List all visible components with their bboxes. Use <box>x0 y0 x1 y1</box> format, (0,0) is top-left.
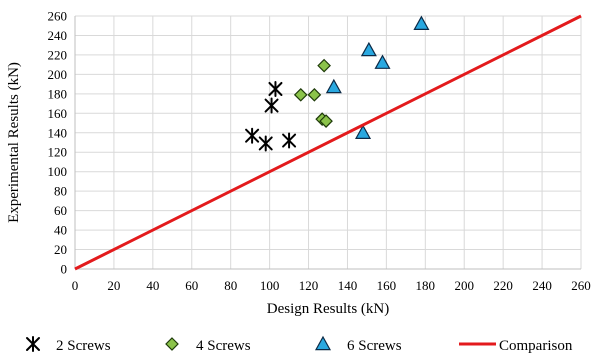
x-axis-title: Design Results (kN) <box>267 301 390 317</box>
point-6-screws <box>325 78 342 94</box>
point-2-screws <box>282 132 297 149</box>
x-tick-label: 40 <box>146 278 159 293</box>
legend-marker-6-screws <box>314 335 332 351</box>
x-tick-label: 120 <box>299 278 319 293</box>
point-4-screws <box>317 58 331 73</box>
x-tick-label: 20 <box>107 278 120 293</box>
x-tick-label: 160 <box>377 278 397 293</box>
legend-label-comparison: Comparison <box>499 338 573 354</box>
y-tick-label: 0 <box>61 262 68 277</box>
y-tick-label: 180 <box>48 86 68 101</box>
x-tick-labels: 0 20 40 60 80 100 120 140 160 180 200 220 240 260 <box>72 278 591 293</box>
point-2-screws <box>268 80 283 97</box>
x-tick-label: 180 <box>416 278 436 293</box>
grid-lines <box>75 15 582 269</box>
x-tick-label: 220 <box>493 278 513 293</box>
y-tick-label: 120 <box>48 145 68 160</box>
y-tick-label: 140 <box>48 125 68 140</box>
legend-marker-2-screws <box>26 336 40 352</box>
point-6-screws <box>374 54 391 69</box>
y-tick-label: 200 <box>48 67 68 82</box>
point-6-screws <box>413 15 430 30</box>
y-tick-label: 80 <box>54 184 67 199</box>
point-2-screws <box>245 127 260 144</box>
x-tick-label: 200 <box>454 278 474 293</box>
y-tick-labels: 0 20 40 60 80 100 120 140 160 180 200 220 240 260 <box>48 9 68 277</box>
y-tick-label: 260 <box>48 9 68 24</box>
x-tick-label: 260 <box>571 278 591 293</box>
point-4-screws <box>307 87 322 102</box>
x-tick-label: 80 <box>224 278 237 293</box>
point-6-screws <box>355 124 372 139</box>
data-series <box>74 14 582 271</box>
point-2-screws <box>264 97 279 114</box>
y-tick-label: 100 <box>48 164 68 179</box>
x-tick-label: 140 <box>338 278 358 293</box>
point-4-screws <box>293 87 308 102</box>
point-2-screws <box>258 135 273 152</box>
legend-label-4-screws: 4 Screws <box>196 338 251 354</box>
x-tick-label: 240 <box>532 278 552 293</box>
y-tick-label: 240 <box>48 28 68 43</box>
y-tick-label: 40 <box>54 223 67 238</box>
y-tick-label: 220 <box>48 47 68 62</box>
y-tick-label: 20 <box>54 242 67 257</box>
axes <box>74 16 581 270</box>
y-tick-label: 60 <box>54 203 67 218</box>
x-tick-label: 60 <box>185 278 198 293</box>
legend-label-2-screws: 2 Screws <box>56 338 111 354</box>
y-axis-title: Experimental Results (kN) <box>6 62 22 223</box>
legend: 2 Screws 4 Screws 6 Screws Comparison <box>26 335 573 354</box>
point-6-screws <box>360 41 377 57</box>
x-tick-label: 100 <box>260 278 280 293</box>
x-tick-label: 0 <box>72 278 79 293</box>
series-line-comparison <box>74 14 582 271</box>
point-4-screws <box>319 114 333 128</box>
y-tick-label: 160 <box>48 106 68 121</box>
legend-label-6-screws: 6 Screws <box>347 338 402 354</box>
legend-marker-4-screws <box>165 337 179 351</box>
